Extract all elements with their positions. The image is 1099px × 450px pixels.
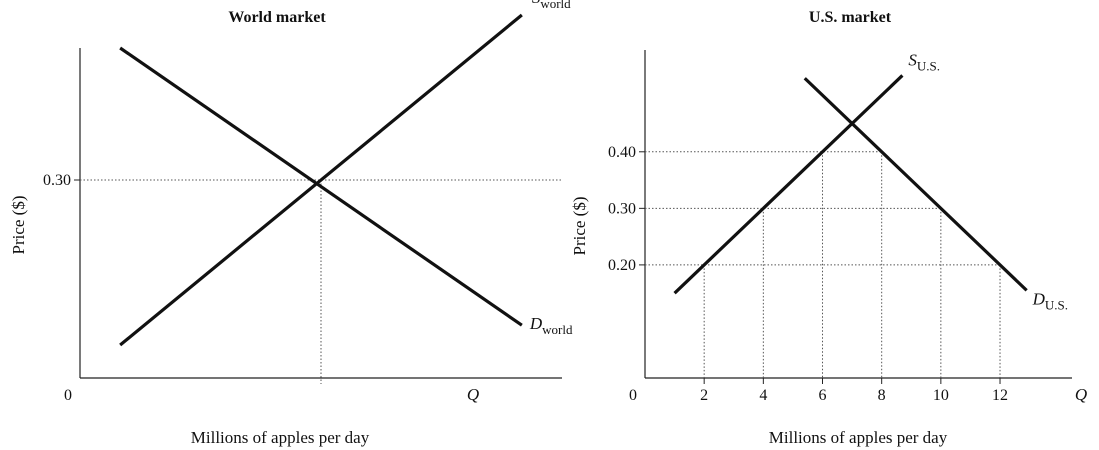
x-tick-label: 2 bbox=[700, 387, 708, 404]
x-axis-symbol: Q bbox=[467, 385, 479, 404]
supply-curve bbox=[119, 13, 523, 347]
x-axis-label: Millions of apples per day bbox=[191, 428, 370, 447]
demand-curve-label: DU.S. bbox=[1032, 289, 1068, 312]
y-axis-label: Price ($) bbox=[570, 196, 589, 255]
origin-label: 0 bbox=[64, 387, 72, 404]
y-tick-label: 0.40 bbox=[608, 144, 636, 161]
demand-curve bbox=[119, 46, 523, 327]
supply-curve bbox=[673, 74, 904, 295]
supply-curve-label: SU.S. bbox=[908, 50, 940, 73]
y-axis-label: Price ($) bbox=[9, 195, 28, 254]
x-axis-label: Millions of apples per day bbox=[769, 428, 948, 447]
x-tick-label: 12 bbox=[992, 387, 1008, 404]
x-tick-label: 4 bbox=[759, 387, 767, 404]
chart-panel-1: U.S. market 0 Q Millions of apples per day P… bbox=[570, 9, 1087, 447]
y-tick-label: 0.30 bbox=[43, 172, 71, 189]
x-tick-label: 8 bbox=[878, 387, 886, 404]
x-axis-symbol: Q bbox=[1075, 385, 1087, 404]
demand-curve bbox=[803, 77, 1028, 292]
demand-curve-label: Dworld bbox=[529, 314, 573, 337]
y-tick-label: 0.20 bbox=[608, 257, 636, 274]
chart-title: World market bbox=[228, 9, 326, 26]
x-tick-label: 10 bbox=[933, 387, 949, 404]
supply-curve-label: Sworld bbox=[532, 0, 571, 11]
chart-panel-0: World market 0 Q Millions of apples per day… bbox=[9, 0, 573, 447]
y-tick-label: 0.30 bbox=[608, 200, 636, 217]
origin-label: 0 bbox=[629, 387, 637, 404]
x-tick-label: 6 bbox=[819, 387, 827, 404]
chart-title: U.S. market bbox=[809, 9, 892, 26]
